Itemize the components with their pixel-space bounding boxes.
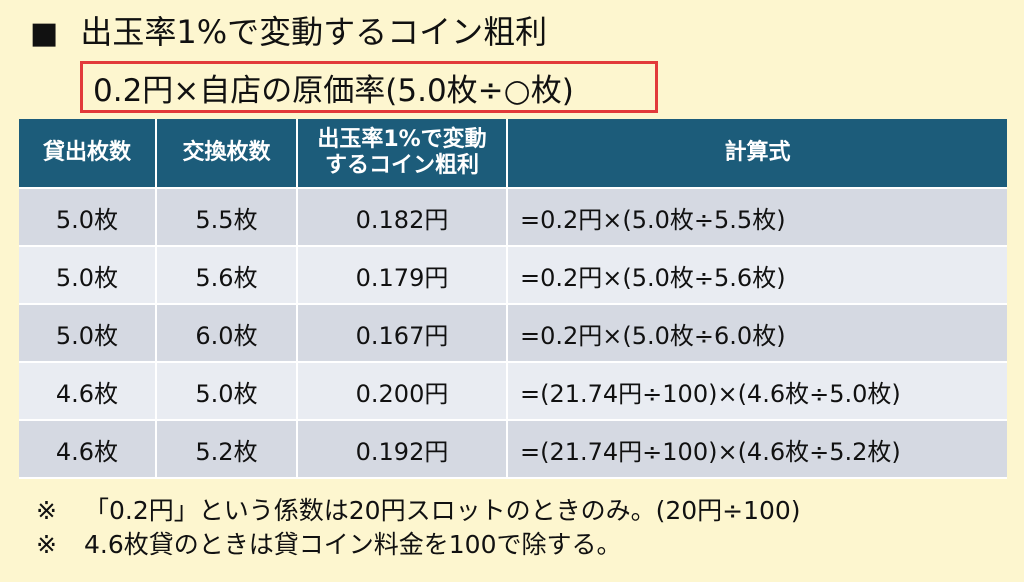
cell-formula: =0.2円×(5.0枚÷5.5枚) (506, 187, 1007, 247)
square-bullet-icon: ■ (30, 16, 59, 51)
table-row: 5.0枚 5.5枚 0.182円 =0.2円×(5.0枚÷5.5枚) (19, 187, 1007, 247)
cell-exchange-count: 5.5枚 (155, 187, 298, 247)
cell-formula: =0.2円×(5.0枚÷6.0枚) (506, 303, 1007, 363)
cell-formula: =(21.74円÷100)×(4.6枚÷5.0枚) (506, 361, 1007, 421)
cell-coin-profit: 0.200円 (296, 361, 508, 421)
cell-coin-profit: 0.179円 (296, 245, 508, 305)
cell-coin-profit: 0.192円 (296, 419, 508, 479)
cell-exchange-count: 5.6枚 (155, 245, 298, 305)
cell-exchange-count: 6.0枚 (155, 303, 298, 363)
title-text: 出玉率1%で変動するコイン粗利 (80, 13, 548, 51)
formula-text: 0.2円×自店の原価率(5.0枚÷○枚) (93, 72, 574, 109)
footnote-text: 「0.2円」という係数は20円スロットのときのみ。(20円÷100) (84, 496, 801, 525)
footnote-text: 4.6枚貸のときは貸コイン料金を100で除する。 (84, 530, 622, 559)
cell-coin-profit: 0.182円 (296, 187, 508, 247)
table-row: 5.0枚 6.0枚 0.167円 =0.2円×(5.0枚÷6.0枚) (19, 303, 1007, 363)
cell-lend-count: 5.0枚 (19, 303, 157, 363)
cell-formula: =0.2円×(5.0枚÷5.6枚) (506, 245, 1007, 305)
cell-formula: =(21.74円÷100)×(4.6枚÷5.2枚) (506, 419, 1007, 479)
cell-lend-count: 5.0枚 (19, 245, 157, 305)
footnote: ※ 4.6枚貸のときは貸コイン料金を100で除する。 (36, 528, 801, 562)
header-coin-profit-line1: 出玉率1%で変動 (317, 127, 487, 152)
table-row: 4.6枚 5.2枚 0.192円 =(21.74円÷100)×(4.6枚÷5.2… (19, 419, 1007, 479)
header-coin-profit-line2: するコイン粗利 (324, 153, 479, 178)
cell-coin-profit: 0.167円 (296, 303, 508, 363)
reference-mark-icon: ※ (36, 530, 57, 559)
cell-exchange-count: 5.0枚 (155, 361, 298, 421)
profit-table: 貸出枚数 交換枚数 出玉率1%で変動 するコイン粗利 計算式 5.0枚 5.5枚… (19, 119, 1007, 479)
table-row: 5.0枚 5.6枚 0.179円 =0.2円×(5.0枚÷5.6枚) (19, 245, 1007, 305)
page-title: ■ 出玉率1%で変動するコイン粗利 (30, 10, 547, 56)
footnotes: ※ 「0.2円」という係数は20円スロットのときのみ。(20円÷100) ※ 4.6… (36, 494, 801, 562)
cell-lend-count: 5.0枚 (19, 187, 157, 247)
footnote: ※ 「0.2円」という係数は20円スロットのときのみ。(20円÷100) (36, 494, 801, 528)
header-exchange-count: 交換枚数 (155, 119, 298, 189)
cell-lend-count: 4.6枚 (19, 419, 157, 479)
header-lend-count: 貸出枚数 (19, 119, 157, 189)
table-row: 4.6枚 5.0枚 0.200円 =(21.74円÷100)×(4.6枚÷5.0… (19, 361, 1007, 421)
table-header-row: 貸出枚数 交換枚数 出玉率1%で変動 するコイン粗利 計算式 (19, 119, 1007, 189)
header-formula: 計算式 (506, 119, 1007, 189)
header-coin-profit: 出玉率1%で変動 するコイン粗利 (296, 119, 508, 189)
reference-mark-icon: ※ (36, 496, 57, 525)
formula-highlight-box: 0.2円×自店の原価率(5.0枚÷○枚) (80, 61, 658, 113)
cell-lend-count: 4.6枚 (19, 361, 157, 421)
cell-exchange-count: 5.2枚 (155, 419, 298, 479)
